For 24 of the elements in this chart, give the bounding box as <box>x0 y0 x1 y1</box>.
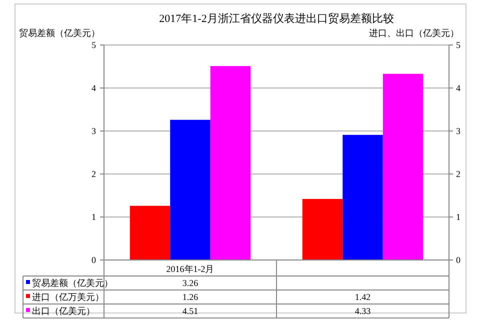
y-tick-label: 3 <box>92 126 96 136</box>
legend-label: 贸易差额（亿美元） <box>32 278 113 288</box>
legend-label: 进口（亿万美元） <box>32 292 104 302</box>
y-tick-label: 0 <box>92 255 96 266</box>
data-label: 1.26 <box>182 292 199 302</box>
y-tick-label: 1 <box>92 212 96 222</box>
data-label: 4.33 <box>354 306 372 316</box>
y2-tick-label: 2 <box>456 169 460 180</box>
y2-axis-title: 进口、出口（亿美元） <box>369 28 459 38</box>
data-label: 3.26 <box>182 278 199 288</box>
data-label: 4.51 <box>182 306 198 316</box>
x-tick-label: 2016年1-2月 <box>166 264 214 274</box>
y2-tick-label: 3 <box>456 126 461 136</box>
y-tick-label: 5 <box>92 40 96 50</box>
y2-tick-label: 4 <box>456 83 461 94</box>
y2-tick-label: 0 <box>456 255 461 266</box>
data-label: 1.42 <box>354 292 371 302</box>
y-tick-label: 4 <box>92 83 96 94</box>
y-tick-label: 2 <box>92 169 96 180</box>
y2-tick-label: 1 <box>456 212 460 222</box>
y-axis-title: 贸易差额（亿美元） <box>19 28 100 38</box>
y2-tick-label: 5 <box>456 40 461 50</box>
legend-label: 出口（亿美元） <box>32 306 95 316</box>
chart-title: 2017年1-2月浙江省仪器仪表进出口贸易差额比较 <box>159 12 394 25</box>
